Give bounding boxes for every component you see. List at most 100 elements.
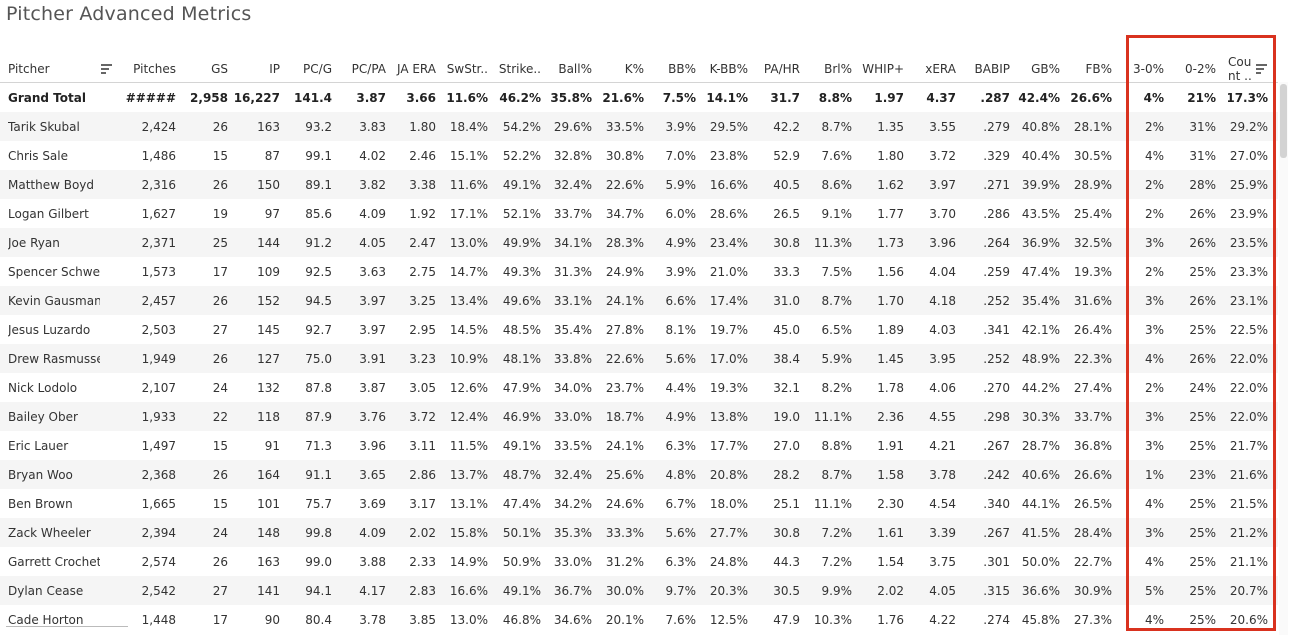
scrollbar-thumb[interactable] — [1280, 84, 1287, 158]
column-header-fb[interactable]: FB% — [1085, 62, 1112, 76]
table-cell: 164 — [257, 467, 280, 482]
table-row[interactable]: Drew Rasmussen 1,949 26 127 75.0 3.91 3.23 10.9… — [0, 344, 1278, 373]
table-row[interactable]: Cade Horton 1,448 17 90 80.4 3.78 3.85 13.0% 46.… — [0, 605, 1278, 634]
column-header-k[interactable]: K% — [624, 62, 644, 76]
table-cell: 3% — [1144, 235, 1164, 250]
column-header-gb[interactable]: GB% — [1031, 62, 1060, 76]
table-cell: 25% — [1189, 322, 1216, 337]
table-cell: 6.5% — [821, 322, 853, 337]
table-cell: 4.18 — [929, 293, 956, 308]
table-cell: 4% — [1144, 148, 1164, 163]
column-header-ip[interactable]: IP — [269, 62, 280, 76]
table-cell: 36.9% — [1021, 235, 1060, 250]
table-row[interactable]: Spencer Schwellenb.. 1,573 17 109 92.5 3.63 2.… — [0, 257, 1278, 286]
sort-descending-icon[interactable] — [101, 64, 113, 76]
table-row[interactable]: Logan Gilbert 1,627 19 97 85.6 4.09 1.92 17.1% 5… — [0, 199, 1278, 228]
table-cell: 1.91 — [877, 438, 904, 453]
table-row[interactable]: Joe Ryan 2,371 25 144 91.2 4.05 2.47 13.0% 49.9%… — [0, 228, 1278, 257]
pitcher-metrics-table[interactable]: Pitcher Pitches GS IP PC/G PC/PA JA ERA SwStr..… — [0, 36, 1285, 635]
column-header-pc-pa[interactable]: PC/PA — [351, 62, 386, 76]
table-row[interactable]: Bailey Ober 1,933 22 118 87.9 3.76 3.72 12.4% 46… — [0, 402, 1278, 431]
table-cell: 99.8 — [305, 525, 332, 540]
table-cell: 1.35 — [877, 119, 904, 134]
pitcher-name-cell: Cade Horton — [8, 612, 84, 627]
table-cell: 24.8% — [709, 554, 748, 569]
column-header-ball[interactable]: Ball% — [558, 62, 592, 76]
column-header-k-bb[interactable]: K-BB% — [709, 62, 748, 76]
table-cell: .315 — [983, 583, 1010, 598]
sort-descending-icon[interactable] — [1256, 64, 1268, 76]
table-cell: 2% — [1144, 119, 1164, 134]
table-row[interactable]: Matthew Boyd 2,316 26 150 89.1 3.82 3.38 11.6% 4… — [0, 170, 1278, 199]
table-row[interactable]: Ben Brown 1,665 15 101 75.7 3.69 3.17 13.1% 47.4… — [0, 489, 1278, 518]
table-cell: 44.2% — [1021, 380, 1060, 395]
table-row[interactable]: Garrett Crochet 2,574 26 163 99.0 3.88 2.33 14.… — [0, 547, 1278, 576]
table-cell: 10.3% — [813, 612, 852, 627]
table-row[interactable]: Dylan Cease 2,542 27 141 94.1 4.17 2.83 16.6% 49… — [0, 576, 1278, 605]
column-header-bb[interactable]: BB% — [668, 62, 696, 76]
table-cell: 4.06 — [929, 380, 956, 395]
column-header-gs[interactable]: GS — [211, 62, 228, 76]
table-cell: 31% — [1189, 148, 1216, 163]
table-cell: 150 — [257, 177, 280, 192]
table-cell: 2.02 — [409, 525, 436, 540]
table-cell: 19.3% — [1073, 264, 1112, 279]
pitcher-name-cell: Dylan Cease — [8, 583, 84, 598]
column-header-count[interactable]: Cou nt .. — [1228, 46, 1254, 92]
table-cell: 28.9% — [1073, 177, 1112, 192]
column-header-strike[interactable]: Strike.. — [498, 62, 541, 76]
column-header-ja-era[interactable]: JA ERA — [397, 62, 436, 76]
table-cell: 43.5% — [1021, 206, 1060, 221]
table-cell: 118 — [257, 409, 280, 424]
table-cell: 4% — [1144, 496, 1164, 511]
column-header-babip[interactable]: BABIP — [974, 62, 1010, 76]
table-cell: 148 — [257, 525, 280, 540]
column-header-pitcher[interactable]: Pitcher — [8, 62, 50, 76]
table-cell: 12.6% — [449, 380, 488, 395]
table-cell: 18.4% — [449, 119, 488, 134]
column-header-3-0[interactable]: 3-0% — [1132, 62, 1164, 76]
pitcher-name-cell: Spencer Schwellenb.. — [8, 264, 100, 279]
pitcher-name-cell: Ben Brown — [8, 496, 73, 511]
table-row[interactable]: Bryan Woo 2,368 26 164 91.1 3.65 2.86 13.7% 48.7… — [0, 460, 1278, 489]
table-cell: 23.9% — [1229, 206, 1268, 221]
table-row[interactable]: Eric Lauer 1,497 15 91 71.3 3.96 3.11 11.5% 49.1… — [0, 431, 1278, 460]
table-cell: 52.2% — [502, 148, 541, 163]
column-header-whip[interactable]: WHIP+ — [862, 62, 904, 76]
table-cell: .329 — [983, 148, 1010, 163]
table-cell: 26.4% — [1073, 322, 1112, 337]
table-cell: 33.3% — [605, 525, 644, 540]
table-cell: 34.0% — [553, 380, 592, 395]
grand-total-row[interactable]: Grand Total ##### 2,958 16,227 141.4 3.87 3.66… — [0, 83, 1278, 112]
column-header-swstr[interactable]: SwStr.. — [446, 62, 488, 76]
table-cell: 24% — [1189, 380, 1216, 395]
column-header-pc-g[interactable]: PC/G — [303, 62, 332, 76]
table-cell: 9.9% — [821, 583, 853, 598]
table-cell: 9.1% — [821, 206, 853, 221]
column-header-pitches[interactable]: Pitches — [133, 62, 176, 76]
table-row[interactable]: Nick Lodolo 2,107 24 132 87.8 3.87 3.05 12.6% 47… — [0, 373, 1278, 402]
column-header-xera[interactable]: xERA — [925, 62, 956, 76]
table-cell: 48.9% — [1021, 351, 1060, 366]
table-row[interactable]: Tarik Skubal 2,424 26 163 93.2 3.83 1.80 18.4% 5… — [0, 112, 1278, 141]
table-cell: 2,574 — [141, 554, 176, 569]
vertical-scrollbar[interactable] — [1279, 82, 1288, 635]
table-cell: 29.5% — [709, 119, 748, 134]
column-header-pa-hr[interactable]: PA/HR — [763, 62, 800, 76]
table-row[interactable]: Zack Wheeler 2,394 24 148 99.8 4.09 2.02 15.8% 5… — [0, 518, 1278, 547]
pitcher-name-cell: Tarik Skubal — [8, 119, 80, 134]
table-cell: 2% — [1144, 206, 1164, 221]
table-row[interactable]: Chris Sale 1,486 15 87 99.1 4.02 2.46 15.1% 52.2… — [0, 141, 1278, 170]
table-row[interactable]: Kevin Gausman 2,457 26 152 94.5 3.97 3.25 13.4%… — [0, 286, 1278, 315]
table-cell: 4.03 — [929, 322, 956, 337]
table-row[interactable]: Jesus Luzardo 2,503 27 145 92.7 3.97 2.95 14.5%… — [0, 315, 1278, 344]
column-header-0-2[interactable]: 0-2% — [1184, 62, 1216, 76]
table-cell: 3.96 — [359, 438, 386, 453]
table-cell: 20.8% — [709, 467, 748, 482]
table-cell: 91 — [264, 438, 280, 453]
table-cell: .271 — [983, 177, 1010, 192]
column-header-brl[interactable]: Brl% — [824, 62, 852, 76]
table-cell: 12.4% — [449, 409, 488, 424]
table-cell: 36.6% — [1021, 583, 1060, 598]
table-cell: .340 — [983, 496, 1010, 511]
